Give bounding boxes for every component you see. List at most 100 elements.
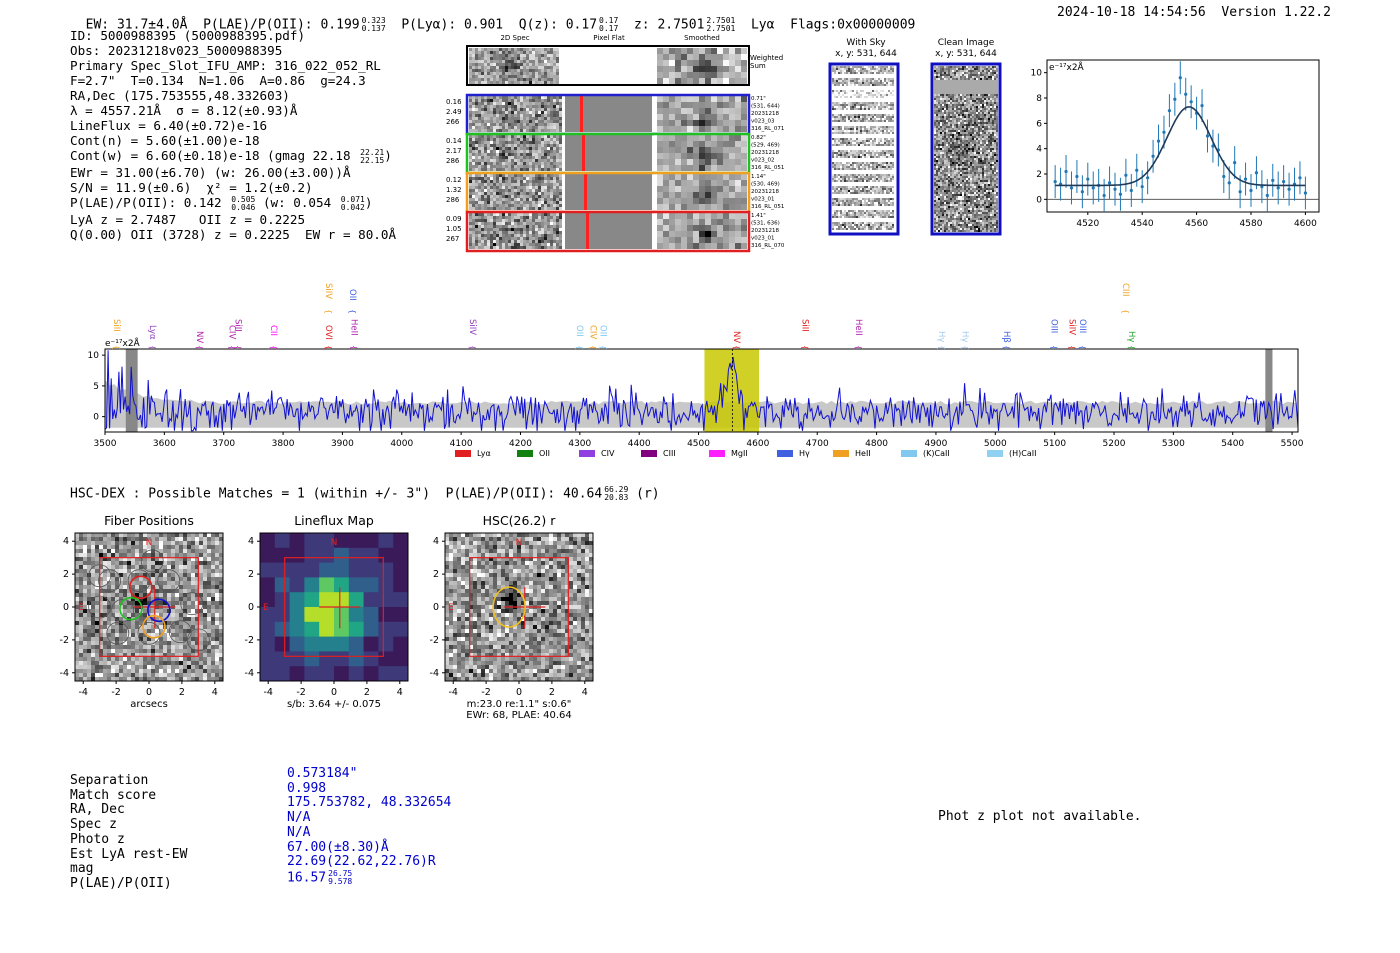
- spec-line-brace: {: [575, 345, 584, 350]
- info-ewr: EWr = 31.00(±6.70) (w: 26.00(±3.00))Å: [70, 165, 351, 180]
- zoom-data-point: [1167, 109, 1171, 113]
- lineflux-cell: [334, 607, 350, 623]
- cutout-white-line-3: [562, 213, 565, 249]
- spec-xtick-label: 4500: [687, 439, 710, 449]
- spec-line-label: HeII: [348, 319, 358, 336]
- spec-xtick-label: 3500: [94, 439, 117, 449]
- cutout-smoothed-1: [657, 135, 747, 171]
- hsc-east-label: E: [448, 603, 454, 613]
- fiber-circle: [137, 621, 161, 645]
- header-z-range: 2.7501 2.7501: [706, 16, 736, 33]
- cutout-red-marker-1: [582, 135, 585, 171]
- fiber-circle: [111, 598, 135, 622]
- spec-xtick-label: 5300: [1162, 439, 1185, 449]
- hsc-red-box: [469, 557, 569, 657]
- lineflux-cell: [289, 592, 305, 608]
- cutout-right-label-3-1: (531, 636): [751, 221, 780, 227]
- lineflux-cell: [378, 666, 394, 682]
- photz-message: Phot z plot not available.: [938, 809, 1142, 824]
- cutout-right-label-3-4: 316_RL_070: [751, 243, 785, 249]
- zoom-xtick-label: 4540: [1131, 219, 1154, 229]
- cutout-right-label-0-3: v023_03: [751, 119, 775, 125]
- lineflux-cell: [304, 547, 320, 564]
- full-spectrum-chart: 0 5 10 3500 3600 3700 3800 3900 4000 4100 4200 4300…: [88, 283, 1304, 458]
- lineflux-cell: [289, 666, 305, 682]
- spec-line-label: SiII: [111, 319, 121, 332]
- with-sky-fiber-row: [832, 66, 894, 74]
- lineflux-cell: [260, 666, 276, 682]
- cutout-right-label-2-0: 1.14": [751, 174, 766, 180]
- lineflux-cell: [393, 607, 409, 623]
- spec-line-brace: {: [324, 345, 333, 350]
- hsc-east-label: E: [263, 603, 269, 613]
- zoom-data-point: [1254, 171, 1259, 175]
- zoom-data-point: [1140, 185, 1144, 189]
- hsc-red-box: [284, 557, 384, 657]
- with-sky-fiber-row: [832, 222, 894, 230]
- with-sky-fiber-row: [832, 78, 894, 86]
- lineflux-cell: [304, 636, 320, 652]
- hsc-panel-title: Fiber Positions: [104, 513, 194, 528]
- cutout-right-label-1-2: 20231218: [751, 150, 779, 156]
- match-label-5: Est LyA rest-EW: [70, 846, 188, 862]
- hsc-xtick-label: 4: [582, 687, 588, 698]
- hsc-panel-title: HSC(26.2) r: [483, 513, 557, 528]
- cutout-2dspec-3: [469, 213, 562, 249]
- spec-line-brace: {: [937, 345, 946, 350]
- zoom-data-point: [1184, 92, 1188, 96]
- zoom-xtick-label: 4580: [1240, 219, 1263, 229]
- cutout-left-label-0-1: 2.49: [446, 108, 462, 116]
- with-sky-gap: [832, 206, 894, 210]
- cutout-left-label-0-2: 266: [446, 118, 460, 126]
- zoom-fit-chart: 0 2 4 6 8 10 4520 4540 4560 4580 4600 e⁻¹⁷x2Å: [1031, 59, 1320, 229]
- lineflux-cell: [319, 577, 335, 593]
- spec-mask-left: [125, 349, 138, 432]
- lineflux-cell: [393, 651, 409, 667]
- with-sky-gap: [832, 158, 894, 162]
- lineflux-cell: [319, 666, 335, 682]
- spec-ytick-label: 5: [93, 382, 99, 392]
- cutout-pixelflat-2: [562, 174, 652, 210]
- spec-legend-swatch: [579, 450, 595, 457]
- match-label-1: Match score: [70, 787, 157, 803]
- spec-highlight-window: [704, 349, 760, 432]
- zoom-data-point: [1151, 154, 1155, 158]
- spec-line-brace: {: [112, 345, 121, 350]
- zoom-data-point: [1162, 130, 1166, 134]
- lineflux-cell: [319, 651, 335, 667]
- spec-line-brace: {: [1078, 345, 1087, 350]
- info-q: Q(0.00) OII (3728) z = 0.2225 EW r = 80.…: [70, 227, 397, 242]
- spec-line-label: Lyα: [147, 325, 157, 340]
- spec-line-label: OII: [347, 289, 357, 301]
- header-flags: Flags:0x00000009: [790, 17, 916, 33]
- zoom-data-point: [1069, 186, 1074, 190]
- spec-line-label: CIII: [1120, 283, 1130, 296]
- spec-line-brace: {: [1068, 345, 1077, 350]
- hsc-ytick-label: 2: [63, 569, 69, 580]
- with-sky-gap: [832, 146, 894, 150]
- hsc-ytick-label: 0: [248, 602, 254, 613]
- lineflux-cell: [348, 666, 365, 682]
- lineflux-cell: [274, 592, 291, 608]
- lineflux-cell: [274, 636, 291, 652]
- with-sky-gap: [832, 230, 894, 234]
- spec-line-brace: {: [269, 345, 278, 350]
- spec-xtick-label: 5100: [1043, 439, 1066, 449]
- zoom-data-point: [1276, 186, 1280, 190]
- zoom-xtick-label: 4560: [1185, 219, 1208, 229]
- cutout-left-label-2-1: 1.32: [446, 186, 462, 194]
- cutout-right-label-1-0: 0.82": [751, 135, 766, 141]
- zoom-xtick-label: 4600: [1294, 219, 1317, 229]
- fiber-green: [119, 596, 143, 621]
- match-plae-range: 26.75 9.578: [328, 868, 353, 886]
- hsc-ytick-label: 2: [248, 569, 254, 580]
- col-title-2dspec: 2D Spec: [500, 34, 530, 42]
- zoom-data-point: [1211, 144, 1215, 148]
- zoom-data-point: [1303, 191, 1307, 195]
- lineflux-cell: [348, 547, 365, 564]
- zoom-data-point: [1173, 97, 1177, 101]
- lineflux-cell: [319, 621, 335, 638]
- zoom-xtick-label: 4520: [1076, 219, 1099, 229]
- spec-line-label: SiII: [799, 319, 809, 332]
- lineflux-cell: [319, 562, 335, 578]
